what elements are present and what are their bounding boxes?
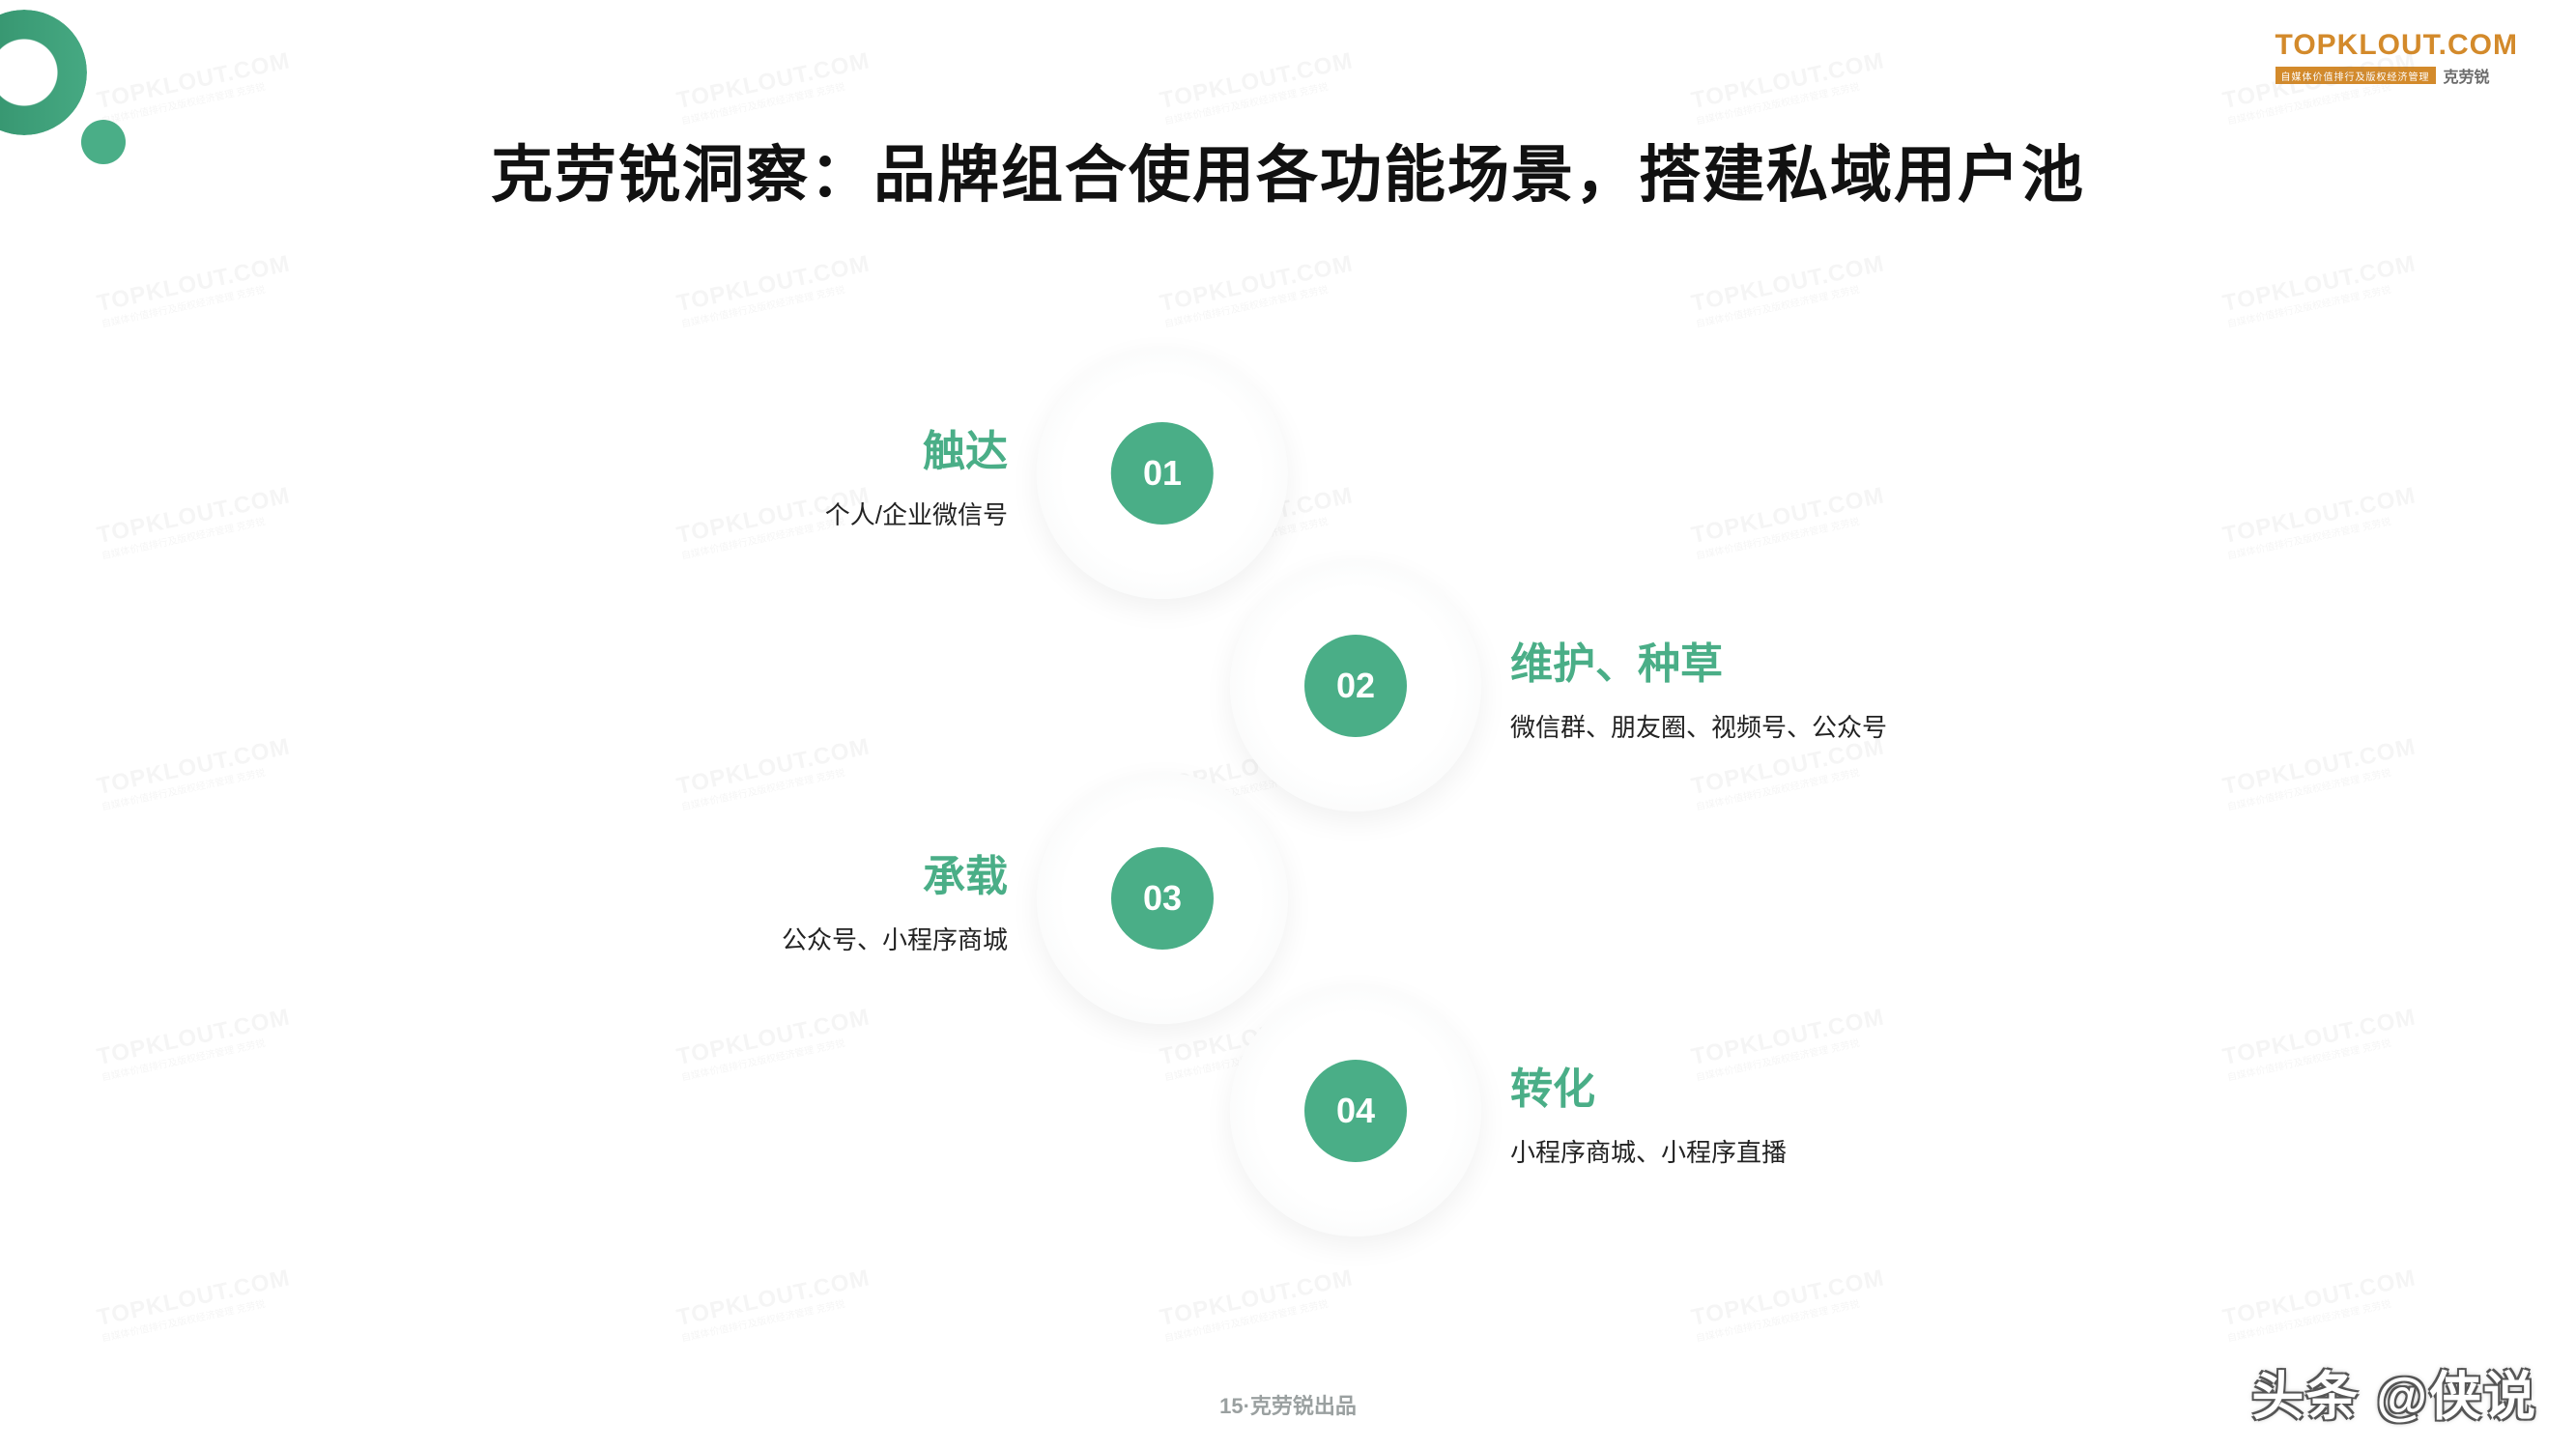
watermark: TOPKLOUT.COM自媒体价值排行及版权经济管理 克劳锐 xyxy=(95,733,296,812)
step-heading: 转化 xyxy=(1510,1054,1595,1116)
watermark: TOPKLOUT.COM自媒体价值排行及版权经济管理 克劳锐 xyxy=(1158,47,1359,127)
watermark: TOPKLOUT.COM自媒体价值排行及版权经济管理 克劳锐 xyxy=(674,47,875,127)
watermark: TOPKLOUT.COM自媒体价值排行及版权经济管理 克劳锐 xyxy=(95,482,296,561)
watermark: TOPKLOUT.COM自媒体价值排行及版权经济管理 克劳锐 xyxy=(1158,250,1359,329)
brand-block: TOPKLOUT.COM 自媒体价值排行及版权经济管理 克劳锐 xyxy=(2275,29,2518,87)
step-badge: 02 xyxy=(1304,635,1407,737)
step-desc: 微信群、朋友圈、视频号、公众号 xyxy=(1510,708,1887,744)
step-bubble: 04 xyxy=(1230,985,1481,1236)
step-text: 触达个人/企业微信号 xyxy=(825,416,1008,531)
watermark: TOPKLOUT.COM自媒体价值排行及版权经济管理 克劳锐 xyxy=(95,47,296,127)
step-desc: 公众号、小程序商城 xyxy=(782,921,1008,956)
step-text: 承载公众号、小程序商城 xyxy=(782,841,1008,956)
watermark: TOPKLOUT.COM自媒体价值排行及版权经济管理 克劳锐 xyxy=(95,1004,296,1083)
attribution-overlay: 头条 @侠说 xyxy=(2251,1353,2537,1430)
page-number: 15·克劳锐出品 xyxy=(0,1389,2576,1420)
step-desc: 小程序商城、小程序直播 xyxy=(1510,1133,1787,1169)
watermark: TOPKLOUT.COM自媒体价值排行及版权经济管理 克劳锐 xyxy=(2220,733,2421,812)
watermark: TOPKLOUT.COM自媒体价值排行及版权经济管理 克劳锐 xyxy=(2220,1004,2421,1083)
brand-subbar: 自媒体价值排行及版权经济管理 xyxy=(2275,67,2436,84)
step-heading: 维护、种草 xyxy=(1510,629,1723,691)
step-text: 维护、种草微信群、朋友圈、视频号、公众号 xyxy=(1510,629,1887,744)
step-03: 承载公众号、小程序商城 03 xyxy=(782,773,1288,1024)
step-desc: 个人/企业微信号 xyxy=(825,496,1008,531)
watermark: TOPKLOUT.COM自媒体价值排行及版权经济管理 克劳锐 xyxy=(2220,482,2421,561)
page-title: 克劳锐洞察：品牌组合使用各功能场景，搭建私域用户池 xyxy=(0,126,2576,214)
step-04: 04 转化小程序商城、小程序直播 xyxy=(1230,985,1787,1236)
brand-sub-row: 自媒体价值排行及版权经济管理 克劳锐 xyxy=(2275,64,2518,87)
brand-sub-text: 克劳锐 xyxy=(2444,64,2490,87)
step-02: 02 维护、种草微信群、朋友圈、视频号、公众号 xyxy=(1230,560,1887,811)
watermark: TOPKLOUT.COM自媒体价值排行及版权经济管理 克劳锐 xyxy=(1689,47,1890,127)
watermark: TOPKLOUT.COM自媒体价值排行及版权经济管理 克劳锐 xyxy=(2220,1264,2421,1344)
watermark: TOPKLOUT.COM自媒体价值排行及版权经济管理 克劳锐 xyxy=(95,1264,296,1344)
watermark: TOPKLOUT.COM自媒体价值排行及版权经济管理 克劳锐 xyxy=(95,250,296,329)
step-text: 转化小程序商城、小程序直播 xyxy=(1510,1054,1787,1169)
brand-main-text: TOPKLOUT.COM xyxy=(2275,29,2518,62)
step-badge: 01 xyxy=(1111,422,1214,525)
step-heading: 触达 xyxy=(923,416,1008,478)
slide-root: TOPKLOUT.COM 自媒体价值排行及版权经济管理 克劳锐 克劳锐洞察：品牌… xyxy=(0,0,2576,1449)
step-badge: 03 xyxy=(1111,847,1214,950)
step-heading: 承载 xyxy=(923,841,1008,903)
diagram: 触达个人/企业微信号 01 02 维护、种草微信群、朋友圈、视频号、公众号承载公众号、… xyxy=(515,348,2061,1314)
watermark: TOPKLOUT.COM自媒体价值排行及版权经济管理 克劳锐 xyxy=(2220,250,2421,329)
watermark: TOPKLOUT.COM自媒体价值排行及版权经济管理 克劳锐 xyxy=(674,250,875,329)
step-badge: 04 xyxy=(1304,1060,1407,1162)
step-01: 触达个人/企业微信号 01 xyxy=(825,348,1288,599)
watermark: TOPKLOUT.COM自媒体价值排行及版权经济管理 克劳锐 xyxy=(1689,250,1890,329)
